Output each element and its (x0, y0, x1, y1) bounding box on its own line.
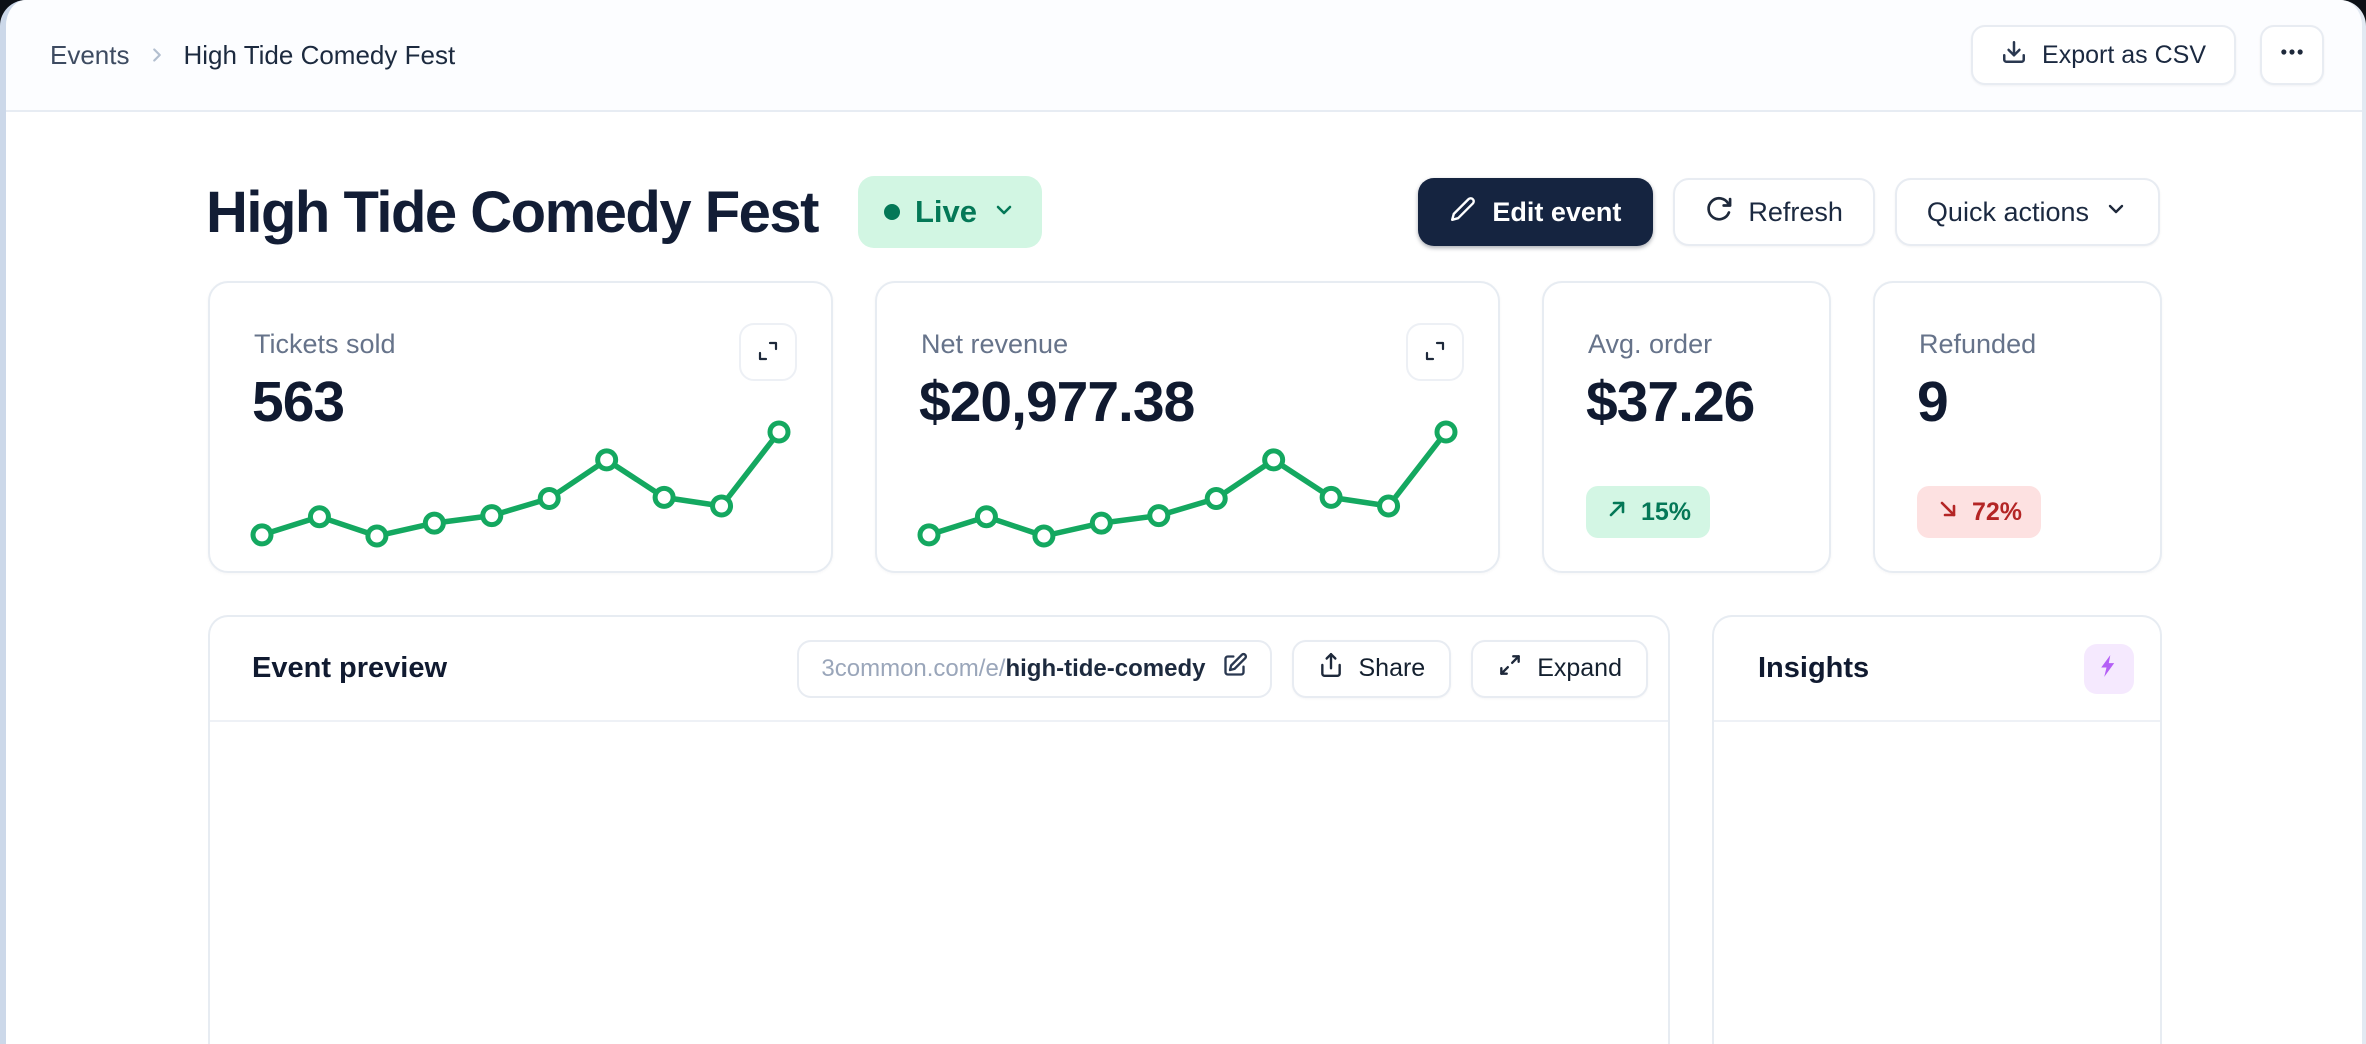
expand-preview-button[interactable]: Expand (1471, 639, 1648, 698)
chevron-down-icon (992, 194, 1016, 230)
breadcrumb-current: High Tide Comedy Fest (183, 39, 456, 70)
stat-label: Tickets sold (254, 329, 396, 359)
refresh-button[interactable]: Refresh (1673, 178, 1875, 246)
trend-up-icon (1605, 497, 1629, 528)
edit-event-label: Edit event (1492, 196, 1622, 227)
page-title: High Tide Comedy Fest (206, 179, 819, 245)
avg-order-card: Avg. order $37.26 15% (1542, 281, 1831, 573)
trend-down-badge: 72% (1917, 486, 2042, 538)
refunded-card: Refunded 9 72% (1873, 281, 2162, 573)
chevron-down-icon (2104, 197, 2128, 228)
stat-value: 9 (1917, 370, 1949, 434)
url-slug: high-tide-comedy (1005, 654, 1206, 682)
preview-actions: 3common.com/e/high-tide-comedy Share (797, 639, 1648, 698)
trend-up-badge: 15% (1586, 486, 1711, 538)
lightning-bolt-icon (2096, 653, 2122, 684)
bottom-row: Event preview 3common.com/e/high-tide-co… (208, 615, 2162, 1044)
topbar-actions: Export as CSV (1971, 25, 2324, 85)
status-dropdown[interactable]: Live (857, 176, 1042, 248)
refresh-label: Refresh (1748, 196, 1843, 227)
expand-card-button[interactable] (739, 323, 797, 381)
expand-icon (756, 339, 780, 366)
chevron-right-icon (146, 44, 168, 66)
insights-panel: Insights (1712, 615, 2162, 1044)
stat-label: Avg. order (1588, 329, 1713, 359)
tickets-sold-sparkline (248, 417, 793, 551)
trend-down-icon (1936, 497, 1960, 528)
stat-label: Net revenue (921, 329, 1069, 359)
expand-arrows-icon (1497, 652, 1523, 685)
export-csv-label: Export as CSV (2042, 40, 2206, 69)
event-preview-header: Event preview 3common.com/e/high-tide-co… (210, 617, 1668, 722)
top-bar: Events High Tide Comedy Fest Export as C… (6, 0, 2362, 112)
expand-icon (1423, 339, 1447, 366)
refresh-icon (1705, 195, 1733, 230)
download-icon (2001, 39, 2027, 72)
event-url-field[interactable]: 3common.com/e/high-tide-comedy (797, 639, 1273, 698)
url-prefix: 3common.com/e/ (821, 654, 1006, 682)
event-header: High Tide Comedy Fest Live Edit event Re… (206, 172, 2160, 252)
live-dot-icon (883, 204, 900, 220)
panel-title: Insights (1758, 652, 1870, 684)
share-button[interactable]: Share (1292, 639, 1452, 698)
share-icon (1318, 652, 1344, 685)
panel-title: Event preview (252, 652, 448, 684)
share-label: Share (1358, 654, 1426, 682)
stat-label: Refunded (1919, 329, 2037, 359)
net-revenue-card: Net revenue $20,977.38 (875, 281, 1500, 573)
stats-row: Tickets sold 563 Net revenue $20,977.38 … (208, 281, 2162, 573)
edit-event-button[interactable]: Edit event (1418, 178, 1654, 246)
edit-url-icon[interactable] (1221, 652, 1248, 686)
expand-card-button[interactable] (1406, 323, 1464, 381)
pencil-icon (1450, 196, 1476, 229)
stat-value: 563 (252, 370, 345, 434)
export-csv-button[interactable]: Export as CSV (1971, 25, 2236, 85)
breadcrumb-events-link[interactable]: Events (50, 39, 130, 70)
insights-badge[interactable] (2084, 643, 2134, 694)
more-button[interactable] (2260, 25, 2324, 85)
event-actions: Edit event Refresh Quick actions (1418, 178, 2160, 246)
breadcrumb: Events High Tide Comedy Fest (50, 40, 455, 71)
tickets-sold-card: Tickets sold 563 (208, 281, 833, 573)
expand-label: Expand (1537, 654, 1622, 682)
event-preview-panel: Event preview 3common.com/e/high-tide-co… (208, 615, 1670, 1044)
quick-actions-dropdown[interactable]: Quick actions (1894, 178, 2160, 246)
ellipsis-icon (2278, 38, 2306, 73)
stat-value: $37.26 (1586, 370, 1755, 434)
trend-value: 15% (1641, 497, 1692, 526)
trend-value: 72% (1972, 497, 2023, 526)
quick-actions-label: Quick actions (1926, 196, 2089, 227)
insights-header: Insights (1714, 617, 2160, 722)
stat-value: $20,977.38 (919, 370, 1195, 434)
net-revenue-sparkline (915, 417, 1460, 551)
status-label: Live (914, 194, 977, 229)
